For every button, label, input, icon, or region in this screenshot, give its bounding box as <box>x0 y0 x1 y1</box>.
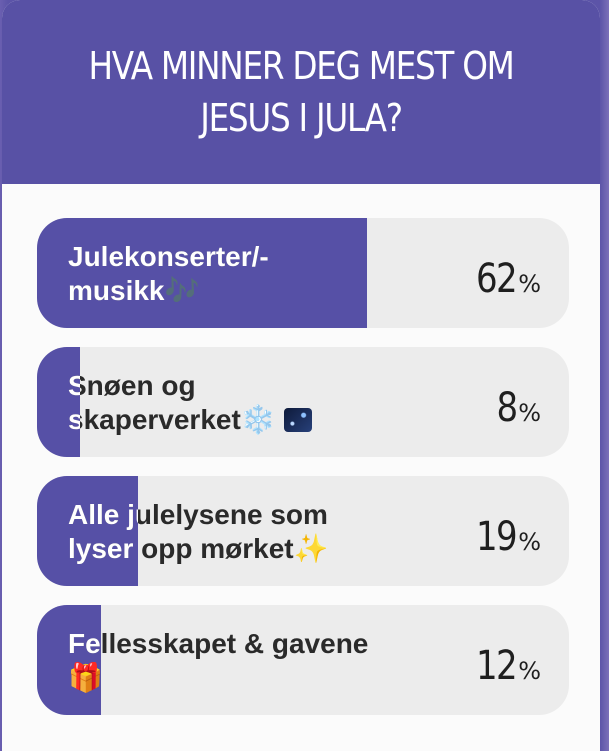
poll-option-percent: 8% <box>496 385 541 431</box>
milky-way-icon <box>283 408 312 432</box>
poll-option-percent: 62% <box>476 256 541 302</box>
poll-option-label: Julekonserter/- musikk🎶 <box>68 241 269 307</box>
poll-header: HVA MINNER DEG MEST OM JESUS I JULA? <box>2 0 600 184</box>
gift-icon: 🎁 <box>68 661 103 694</box>
question-line-2: JESUS I JULA? <box>200 96 403 140</box>
poll-option-label: Alle julelysene som lyser opp mørket✨ <box>68 499 329 565</box>
poll-option-1[interactable]: Julekonserter/- musikk🎶 Julekonserter/- … <box>37 218 569 328</box>
poll-option-label: Fellesskapet & gavene 🎁 <box>68 628 369 694</box>
poll-option-fill <box>37 218 367 328</box>
music-notes-icon: 🎶 <box>164 274 200 307</box>
poll-option-fill <box>37 605 101 715</box>
poll-option-percent: 19% <box>476 514 541 560</box>
poll-option-3[interactable]: Alle julelysene som lyser opp mørket✨ Al… <box>37 476 569 586</box>
poll-question: HVA MINNER DEG MEST OM JESUS I JULA? <box>44 40 558 144</box>
poll-option-fill <box>37 476 139 586</box>
poll-option-fill <box>37 347 80 457</box>
poll-option-label: Snøen og skaperverket❄️ <box>68 369 388 437</box>
snowflake-icon: ❄️ <box>240 403 276 436</box>
poll-option-percent: 12% <box>476 643 541 689</box>
sparkles-icon: ✨ <box>293 532 329 565</box>
poll-option-2[interactable]: Snøen og skaperverket❄️ Snøen og skaperv… <box>37 347 569 457</box>
question-line-1: HVA MINNER DEG MEST OM <box>88 44 514 88</box>
poll-option-4[interactable]: Fellesskapet & gavene 🎁 Fellesskapet & g… <box>37 605 569 715</box>
